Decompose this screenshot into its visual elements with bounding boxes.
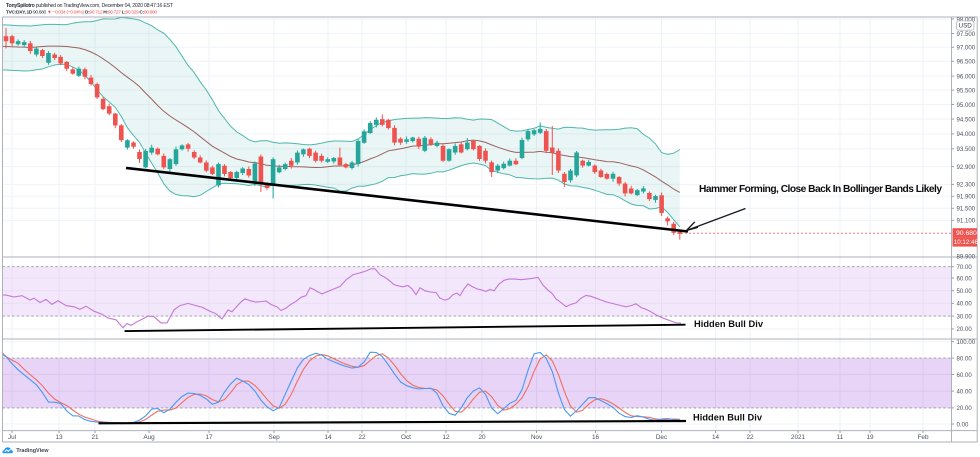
svg-text:12: 12	[442, 434, 450, 441]
svg-text:22: 22	[358, 434, 366, 441]
svg-text:20: 20	[478, 434, 486, 441]
svg-text:14: 14	[324, 434, 332, 441]
svg-text:Aug: Aug	[143, 434, 155, 441]
svg-text:94.500: 94.500	[957, 116, 976, 123]
svg-text:60.00: 60.00	[957, 372, 973, 379]
svg-text:90.680: 90.680	[956, 230, 977, 237]
svg-text:TradingView: TradingView	[16, 448, 49, 454]
svg-text:21: 21	[91, 434, 99, 441]
svg-text:20.00: 20.00	[957, 326, 973, 333]
svg-text:10:12:46: 10:12:46	[954, 239, 979, 246]
svg-text:89.900: 89.900	[957, 253, 976, 260]
svg-text:100.00: 100.00	[957, 339, 976, 346]
svg-text:30.00: 30.00	[957, 313, 973, 320]
svg-text:94.000: 94.000	[957, 131, 976, 138]
svg-text:13: 13	[55, 434, 63, 441]
svg-text:98.000: 98.000	[957, 16, 976, 23]
svg-text:92.900: 92.900	[957, 164, 976, 171]
svg-text:40.00: 40.00	[957, 301, 973, 308]
svg-text:Hammer Forming, Close Back In: Hammer Forming, Close Back In Bollinger …	[699, 184, 942, 195]
svg-text:91.500: 91.500	[957, 206, 976, 213]
svg-text:97.000: 97.000	[957, 45, 976, 52]
svg-text:USD: USD	[959, 23, 973, 30]
svg-text:Sep: Sep	[268, 434, 280, 441]
svg-text:0.00: 0.00	[957, 421, 969, 428]
svg-text:17: 17	[205, 434, 213, 441]
svg-text:TonySpilotro published on Trad: TonySpilotro published on TradingView.co…	[6, 3, 174, 9]
svg-text:TVC:DXY, 1D 90.680 ▼ −0.034 (−: TVC:DXY, 1D 90.680 ▼ −0.034 (−0.04%) O:9…	[6, 9, 157, 15]
svg-text:Hidden Bull Div: Hidden Bull Div	[693, 413, 763, 423]
svg-text:95.500: 95.500	[957, 87, 976, 94]
svg-text:50.00: 50.00	[957, 288, 973, 295]
svg-text:Oct: Oct	[401, 434, 411, 441]
svg-text:96.000: 96.000	[957, 73, 976, 80]
svg-text:16: 16	[592, 434, 600, 441]
svg-text:93.500: 93.500	[957, 146, 976, 153]
svg-text:Feb: Feb	[917, 434, 928, 441]
svg-text:Dec: Dec	[656, 434, 668, 441]
svg-text:40.00: 40.00	[957, 388, 973, 395]
svg-text:22: 22	[746, 434, 754, 441]
svg-text:95.000: 95.000	[957, 102, 976, 109]
svg-text:Jul: Jul	[8, 434, 16, 441]
svg-text:96.500: 96.500	[957, 59, 976, 66]
svg-text:19: 19	[866, 434, 874, 441]
svg-text:20.00: 20.00	[957, 405, 973, 412]
svg-text:Nov: Nov	[531, 434, 543, 441]
svg-text:2021: 2021	[791, 434, 806, 441]
svg-text:Hidden Bull Div: Hidden Bull Div	[694, 319, 764, 329]
svg-text:80.00: 80.00	[957, 355, 973, 362]
svg-text:11: 11	[837, 434, 844, 441]
svg-text:70.00: 70.00	[957, 264, 973, 271]
svg-text:91.900: 91.900	[957, 194, 976, 201]
svg-text:97.500: 97.500	[957, 31, 976, 38]
svg-text:92.300: 92.300	[957, 182, 976, 189]
svg-text:14: 14	[712, 434, 720, 441]
svg-text:60.00: 60.00	[957, 275, 973, 282]
svg-text:91.100: 91.100	[957, 218, 976, 225]
